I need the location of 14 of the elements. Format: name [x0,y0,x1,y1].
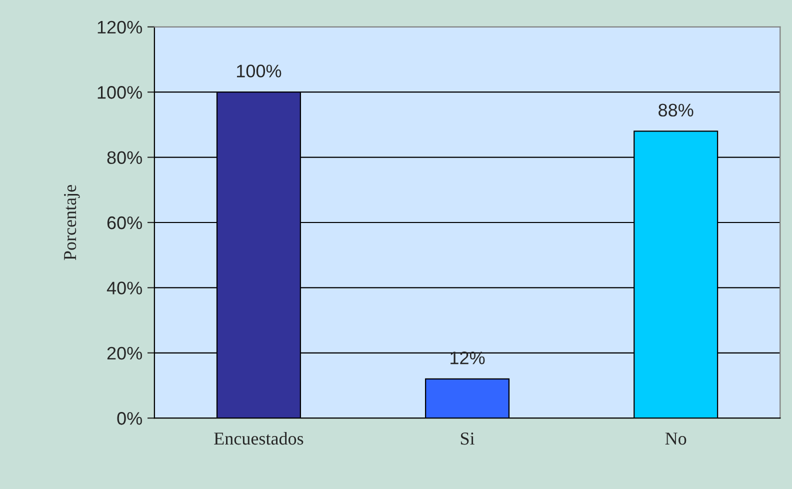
y-axis-title: Porcentaje [64,185,80,260]
data-label: 12% [450,352,485,364]
data-label: 100% [237,64,282,78]
y-tick-label: 20% [107,346,142,360]
y-tick-label: 0% [117,412,142,425]
x-tick-label: Encuestados [214,432,304,445]
x-tick-label: No [665,432,686,445]
y-tick-label: 40% [106,282,142,294]
y-tick-label: 80% [107,151,142,164]
x-tick-label: Si [460,432,474,445]
y-tick-label: 120% [98,20,142,34]
data-label: 88% [658,104,694,117]
y-tick-label: 60% [107,216,142,230]
y-tick-label: 100% [98,86,142,99]
